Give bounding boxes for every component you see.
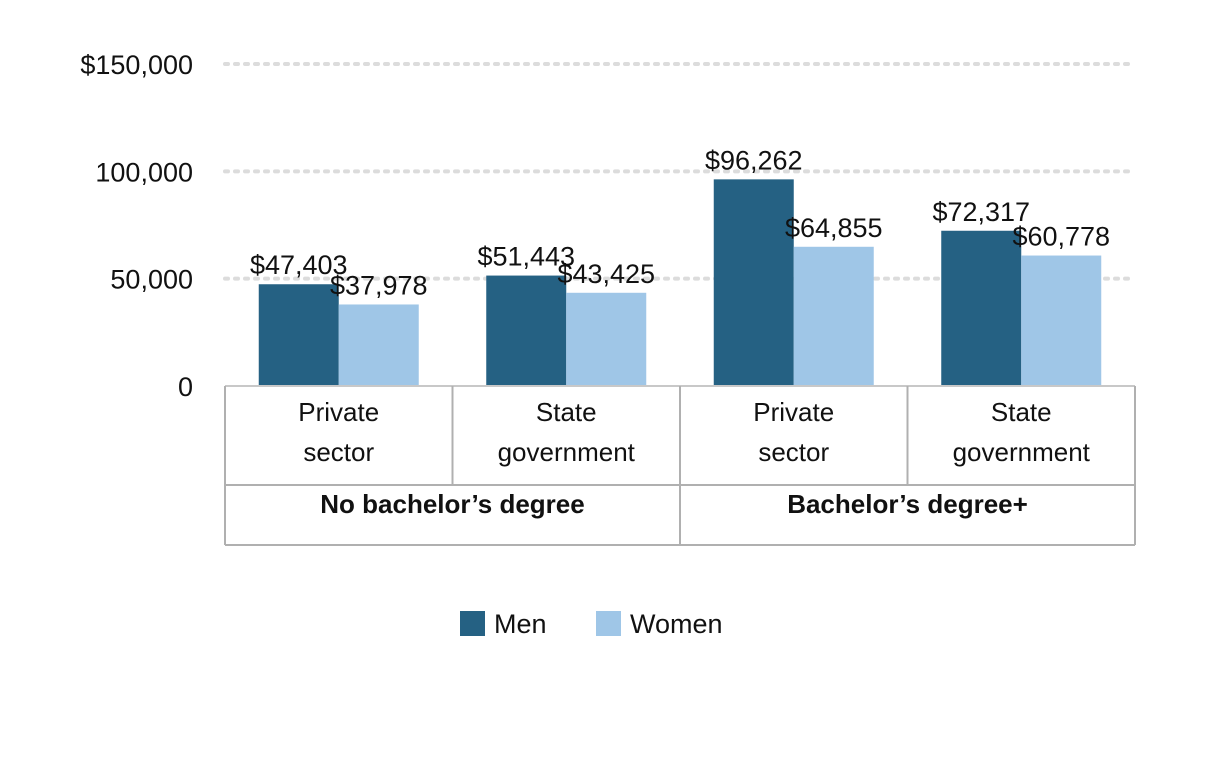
legend-label: Women: [630, 609, 723, 639]
bar-women-1: [566, 292, 647, 386]
data-label: $43,425: [557, 259, 655, 289]
category-label: sector: [303, 437, 374, 467]
data-label: $72,317: [932, 197, 1030, 227]
legend-swatch-men: [460, 611, 485, 636]
data-label: $51,443: [477, 242, 575, 272]
category-label: government: [498, 437, 636, 467]
y-tick-label: 100,000: [95, 157, 193, 187]
category-label: State: [536, 397, 597, 427]
data-label: $37,978: [330, 270, 428, 300]
legend-label: Men: [494, 609, 547, 639]
data-label: $96,262: [705, 145, 803, 175]
legend-swatch-women: [596, 611, 621, 636]
category-label: government: [953, 437, 1091, 467]
category-label: State: [991, 397, 1052, 427]
bar-men-1: [486, 275, 567, 386]
data-label: $47,403: [250, 250, 348, 280]
y-tick-label: $150,000: [80, 50, 193, 80]
data-label: $64,855: [785, 213, 883, 243]
category-label: Private: [298, 397, 379, 427]
bar-women-2: [793, 246, 874, 386]
y-tick-label: 0: [178, 372, 193, 402]
bar-women-0: [338, 304, 419, 386]
bar-men-0: [258, 284, 339, 386]
category-label: sector: [758, 437, 829, 467]
group-label: No bachelor’s degree: [320, 489, 584, 519]
data-label: $60,778: [1012, 222, 1110, 252]
bar-men-3: [941, 230, 1022, 386]
bar-men-2: [713, 179, 794, 386]
group-label: Bachelor’s degree+: [787, 489, 1028, 519]
category-label: Private: [753, 397, 834, 427]
y-tick-label: 50,000: [110, 265, 193, 295]
bar-women-3: [1021, 255, 1102, 386]
